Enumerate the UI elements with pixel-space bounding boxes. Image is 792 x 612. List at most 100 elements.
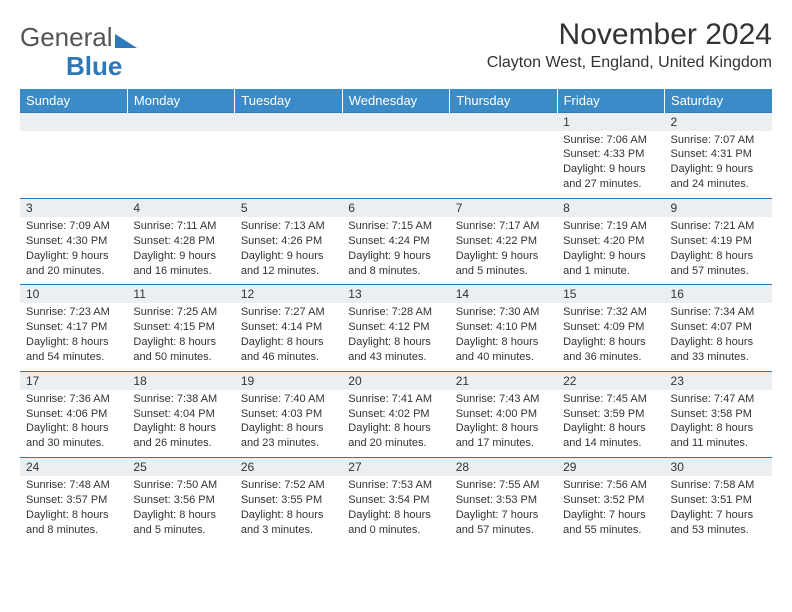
- day-number-cell: 20: [342, 371, 449, 390]
- day-detail-cell: Sunrise: 7:38 AMSunset: 4:04 PMDaylight:…: [127, 390, 234, 458]
- day-detail-cell: Sunrise: 7:23 AMSunset: 4:17 PMDaylight:…: [20, 303, 127, 371]
- sunset-text: Sunset: 4:03 PM: [241, 407, 336, 422]
- sunrise-text: Sunrise: 7:45 AM: [563, 392, 658, 407]
- daylight-text-1: Daylight: 8 hours: [456, 421, 551, 436]
- day-detail-cell: [235, 131, 342, 199]
- logo-text: General Blue: [20, 24, 137, 81]
- logo: General Blue: [20, 18, 137, 81]
- day-detail-cell: Sunrise: 7:45 AMSunset: 3:59 PMDaylight:…: [557, 390, 664, 458]
- weekday-header: Sunday: [20, 89, 127, 113]
- sunset-text: Sunset: 3:51 PM: [671, 493, 766, 508]
- daylight-text-2: and 8 minutes.: [26, 523, 121, 538]
- sunset-text: Sunset: 3:59 PM: [563, 407, 658, 422]
- day-detail-cell: Sunrise: 7:17 AMSunset: 4:22 PMDaylight:…: [450, 217, 557, 285]
- sunrise-text: Sunrise: 7:15 AM: [348, 219, 443, 234]
- day-number-cell: 8: [557, 198, 664, 217]
- daylight-text-2: and 24 minutes.: [671, 177, 766, 192]
- daynum-row: 12: [20, 112, 772, 131]
- sunrise-text: Sunrise: 7:32 AM: [563, 305, 658, 320]
- daylight-text-2: and 46 minutes.: [241, 350, 336, 365]
- sunset-text: Sunset: 3:55 PM: [241, 493, 336, 508]
- sunset-text: Sunset: 4:06 PM: [26, 407, 121, 422]
- logo-word1: General: [20, 22, 113, 52]
- sunrise-text: Sunrise: 7:53 AM: [348, 478, 443, 493]
- daylight-text-1: Daylight: 8 hours: [133, 508, 228, 523]
- day-number-cell: 24: [20, 458, 127, 477]
- day-detail-cell: Sunrise: 7:21 AMSunset: 4:19 PMDaylight:…: [665, 217, 772, 285]
- day-detail-cell: [127, 131, 234, 199]
- sunrise-text: Sunrise: 7:11 AM: [133, 219, 228, 234]
- daylight-text-1: Daylight: 8 hours: [671, 421, 766, 436]
- daylight-text-1: Daylight: 8 hours: [563, 335, 658, 350]
- day-detail-cell: Sunrise: 7:55 AMSunset: 3:53 PMDaylight:…: [450, 476, 557, 543]
- day-detail-cell: Sunrise: 7:30 AMSunset: 4:10 PMDaylight:…: [450, 303, 557, 371]
- month-title: November 2024: [487, 18, 772, 52]
- daylight-text-1: Daylight: 9 hours: [563, 249, 658, 264]
- daylight-text-1: Daylight: 8 hours: [348, 508, 443, 523]
- weekday-header: Friday: [557, 89, 664, 113]
- daylight-text-2: and 27 minutes.: [563, 177, 658, 192]
- sunset-text: Sunset: 4:10 PM: [456, 320, 551, 335]
- sunset-text: Sunset: 4:09 PM: [563, 320, 658, 335]
- day-number-cell: [342, 112, 449, 131]
- sunrise-text: Sunrise: 7:23 AM: [26, 305, 121, 320]
- sunset-text: Sunset: 3:52 PM: [563, 493, 658, 508]
- day-detail-cell: Sunrise: 7:19 AMSunset: 4:20 PMDaylight:…: [557, 217, 664, 285]
- sunrise-text: Sunrise: 7:52 AM: [241, 478, 336, 493]
- sunrise-text: Sunrise: 7:48 AM: [26, 478, 121, 493]
- daylight-text-2: and 17 minutes.: [456, 436, 551, 451]
- sunrise-text: Sunrise: 7:43 AM: [456, 392, 551, 407]
- day-number-cell: 29: [557, 458, 664, 477]
- day-number-cell: 26: [235, 458, 342, 477]
- day-detail-cell: Sunrise: 7:48 AMSunset: 3:57 PMDaylight:…: [20, 476, 127, 543]
- sunset-text: Sunset: 4:02 PM: [348, 407, 443, 422]
- sunrise-text: Sunrise: 7:56 AM: [563, 478, 658, 493]
- daylight-text-1: Daylight: 8 hours: [26, 508, 121, 523]
- header: General Blue November 2024 Clayton West,…: [20, 18, 772, 81]
- detail-row: Sunrise: 7:23 AMSunset: 4:17 PMDaylight:…: [20, 303, 772, 371]
- sunrise-text: Sunrise: 7:19 AM: [563, 219, 658, 234]
- daylight-text-2: and 20 minutes.: [26, 264, 121, 279]
- day-number-cell: 23: [665, 371, 772, 390]
- sunset-text: Sunset: 4:19 PM: [671, 234, 766, 249]
- day-number-cell: 27: [342, 458, 449, 477]
- sunset-text: Sunset: 4:04 PM: [133, 407, 228, 422]
- sunrise-text: Sunrise: 7:06 AM: [563, 133, 658, 148]
- daylight-text-1: Daylight: 8 hours: [563, 421, 658, 436]
- day-detail-cell: Sunrise: 7:15 AMSunset: 4:24 PMDaylight:…: [342, 217, 449, 285]
- day-detail-cell: [450, 131, 557, 199]
- sunrise-text: Sunrise: 7:36 AM: [26, 392, 121, 407]
- day-number-cell: 18: [127, 371, 234, 390]
- sunset-text: Sunset: 4:12 PM: [348, 320, 443, 335]
- day-number-cell: 13: [342, 285, 449, 304]
- sunset-text: Sunset: 3:58 PM: [671, 407, 766, 422]
- daylight-text-2: and 8 minutes.: [348, 264, 443, 279]
- day-detail-cell: [20, 131, 127, 199]
- sunrise-text: Sunrise: 7:38 AM: [133, 392, 228, 407]
- daylight-text-1: Daylight: 9 hours: [563, 162, 658, 177]
- sunset-text: Sunset: 3:54 PM: [348, 493, 443, 508]
- sunset-text: Sunset: 4:31 PM: [671, 147, 766, 162]
- day-number-cell: 25: [127, 458, 234, 477]
- sunset-text: Sunset: 3:57 PM: [26, 493, 121, 508]
- sunset-text: Sunset: 4:20 PM: [563, 234, 658, 249]
- sunrise-text: Sunrise: 7:17 AM: [456, 219, 551, 234]
- daylight-text-2: and 57 minutes.: [456, 523, 551, 538]
- daylight-text-2: and 5 minutes.: [133, 523, 228, 538]
- day-number-cell: 22: [557, 371, 664, 390]
- day-number-cell: [235, 112, 342, 131]
- day-detail-cell: Sunrise: 7:43 AMSunset: 4:00 PMDaylight:…: [450, 390, 557, 458]
- page: General Blue November 2024 Clayton West,…: [0, 0, 792, 612]
- day-detail-cell: Sunrise: 7:06 AMSunset: 4:33 PMDaylight:…: [557, 131, 664, 199]
- location: Clayton West, England, United Kingdom: [487, 54, 772, 72]
- daylight-text-1: Daylight: 7 hours: [456, 508, 551, 523]
- sunset-text: Sunset: 4:07 PM: [671, 320, 766, 335]
- sunrise-text: Sunrise: 7:34 AM: [671, 305, 766, 320]
- day-detail-cell: Sunrise: 7:27 AMSunset: 4:14 PMDaylight:…: [235, 303, 342, 371]
- daylight-text-2: and 43 minutes.: [348, 350, 443, 365]
- day-detail-cell: Sunrise: 7:40 AMSunset: 4:03 PMDaylight:…: [235, 390, 342, 458]
- daylight-text-1: Daylight: 8 hours: [241, 335, 336, 350]
- daylight-text-1: Daylight: 8 hours: [348, 335, 443, 350]
- day-number-cell: 17: [20, 371, 127, 390]
- day-number-cell: 21: [450, 371, 557, 390]
